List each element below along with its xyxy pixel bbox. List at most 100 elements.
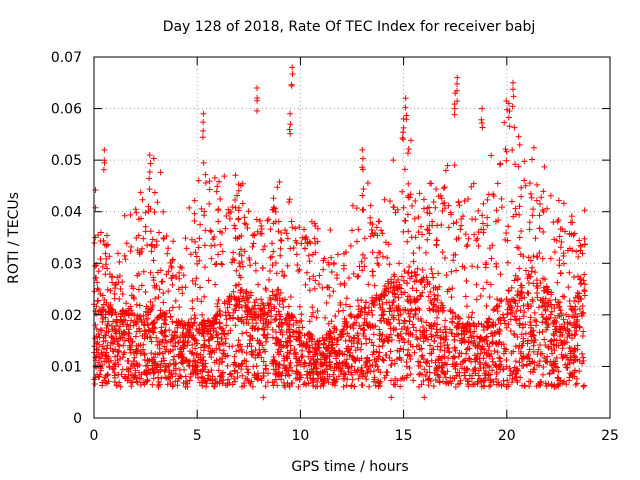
data-point xyxy=(197,344,204,351)
data-point xyxy=(496,327,503,334)
data-point xyxy=(434,314,441,321)
data-point xyxy=(464,366,471,373)
data-point xyxy=(113,382,120,389)
data-point xyxy=(150,274,157,281)
data-point xyxy=(577,242,584,249)
data-point xyxy=(427,378,434,385)
data-point xyxy=(419,331,426,338)
data-point xyxy=(296,324,303,331)
data-point xyxy=(206,186,213,193)
data-point xyxy=(557,326,564,333)
data-point xyxy=(351,367,358,374)
data-point xyxy=(419,352,426,359)
data-point xyxy=(441,342,448,349)
data-point xyxy=(505,321,512,328)
data-point xyxy=(166,307,173,314)
data-point xyxy=(551,236,558,243)
data-point xyxy=(168,264,175,271)
data-point xyxy=(189,322,196,329)
data-point xyxy=(464,241,471,248)
data-point xyxy=(202,383,209,390)
data-point xyxy=(556,257,563,264)
data-point xyxy=(286,383,293,390)
data-point xyxy=(576,237,583,244)
data-point xyxy=(369,221,376,228)
data-point xyxy=(227,315,234,322)
data-point xyxy=(238,252,245,259)
data-point xyxy=(436,363,443,370)
data-point xyxy=(270,220,277,227)
data-point xyxy=(576,305,583,312)
data-point xyxy=(446,349,453,356)
data-point xyxy=(506,365,513,372)
data-point xyxy=(376,343,383,350)
data-point xyxy=(368,339,375,346)
data-point xyxy=(322,354,329,361)
data-point xyxy=(246,294,253,301)
data-point xyxy=(463,303,470,310)
data-point xyxy=(437,326,444,333)
data-point xyxy=(516,265,523,272)
data-point xyxy=(344,365,351,372)
data-point xyxy=(394,285,401,292)
data-point xyxy=(359,192,366,199)
data-point xyxy=(553,354,560,361)
data-point xyxy=(400,306,407,313)
data-point xyxy=(189,305,196,312)
data-point xyxy=(319,380,326,387)
data-point xyxy=(274,336,281,343)
data-point xyxy=(507,302,514,309)
data-point xyxy=(359,207,366,214)
data-point xyxy=(290,244,297,251)
data-point xyxy=(266,267,273,274)
data-point xyxy=(110,318,117,325)
data-point xyxy=(420,205,427,212)
data-point xyxy=(95,331,102,338)
data-point xyxy=(280,304,287,311)
data-point xyxy=(358,355,365,362)
data-point xyxy=(211,174,218,181)
data-point xyxy=(343,360,350,367)
data-point xyxy=(327,358,334,365)
data-point xyxy=(541,163,548,170)
data-point xyxy=(287,294,294,301)
data-point xyxy=(249,243,256,250)
data-point xyxy=(538,194,545,201)
data-point xyxy=(308,366,315,373)
data-point xyxy=(442,317,449,324)
data-point xyxy=(558,339,565,346)
data-point xyxy=(328,268,335,275)
data-point xyxy=(287,359,294,366)
data-point xyxy=(386,198,393,205)
data-point xyxy=(251,315,258,322)
data-point xyxy=(521,177,528,184)
data-point xyxy=(217,312,224,319)
data-point xyxy=(302,360,309,367)
data-point xyxy=(438,221,445,228)
data-point xyxy=(226,371,233,378)
data-point xyxy=(480,382,487,389)
data-point xyxy=(368,307,375,314)
data-point xyxy=(516,141,523,148)
data-point xyxy=(518,354,525,361)
data-point xyxy=(449,318,456,325)
data-point xyxy=(433,365,440,372)
data-point xyxy=(409,285,416,292)
data-point xyxy=(453,331,460,338)
data-point xyxy=(387,284,394,291)
data-point xyxy=(387,320,394,327)
data-point xyxy=(390,316,397,323)
data-point xyxy=(517,282,524,289)
data-point xyxy=(443,272,450,279)
data-point xyxy=(306,258,313,265)
data-point xyxy=(476,355,483,362)
data-point xyxy=(553,342,560,349)
data-point xyxy=(197,284,204,291)
x-tick-label: 20 xyxy=(498,428,516,444)
data-point xyxy=(305,348,312,355)
data-point xyxy=(545,344,552,351)
data-point xyxy=(207,227,214,234)
data-point xyxy=(217,241,224,248)
data-point xyxy=(104,286,111,293)
data-point xyxy=(149,366,156,373)
